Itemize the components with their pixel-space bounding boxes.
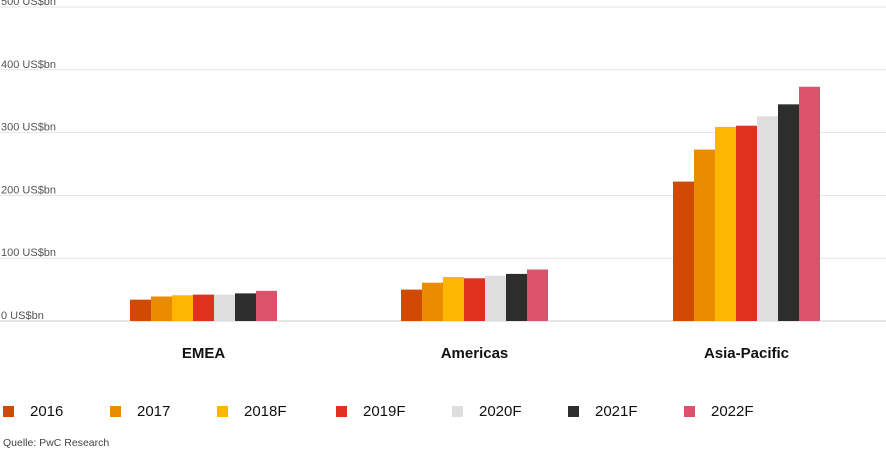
legend-label: 2016 <box>30 402 64 420</box>
bar-2017-americas <box>422 282 443 321</box>
legend-label: 2022F <box>711 402 754 420</box>
y-tick-label: 200 US$bn <box>1 184 56 196</box>
bar-2019f-emea <box>193 294 214 321</box>
bar-2018f-emea <box>172 295 193 321</box>
legend-item: 2022F <box>684 401 754 421</box>
legend-swatch <box>452 405 463 417</box>
bar-2020f-americas <box>485 275 506 321</box>
y-axis-ticks: 0 US$bn 100 US$bn 200 US$bn 300 US$bn 400 US… <box>1 0 56 322</box>
bar-2016-americas <box>401 289 422 321</box>
bar-2020f-asia-pacific <box>757 116 778 321</box>
bar-2021f-emea <box>235 293 256 321</box>
bar-2019f-asia-pacific <box>736 125 757 321</box>
bar-2022f-emea <box>256 290 277 321</box>
legend-label: 2017 <box>137 402 171 420</box>
bar-2022f-americas <box>527 269 548 321</box>
legend-label: 2018F <box>244 402 287 420</box>
legend-item: 2016 <box>3 401 63 421</box>
y-tick-label: 400 US$bn <box>1 59 56 71</box>
bar-2017-emea <box>151 296 172 321</box>
y-tick-label: 0 US$bn <box>1 310 44 322</box>
bar-2021f-asia-pacific <box>778 104 799 321</box>
legend-swatch <box>217 405 228 417</box>
y-tick-label: 100 US$bn <box>1 247 56 259</box>
legend-label: 2019F <box>363 402 406 420</box>
legend-item: 2019F <box>336 401 406 421</box>
bar-2019f-americas <box>464 278 485 321</box>
bar-chart: 0 US$bn 100 US$bn 200 US$bn 300 US$bn 400 US… <box>0 0 886 362</box>
legend-swatch <box>568 405 579 417</box>
legend-swatch <box>110 405 121 417</box>
y-tick-label: 500 US$bn <box>1 0 56 8</box>
category-labels: EMEA Americas Asia-Pacific <box>182 345 789 362</box>
legend-item: 2021F <box>568 401 638 421</box>
legend-label: 2021F <box>595 402 638 420</box>
legend-swatch <box>684 405 695 417</box>
bar-2016-emea <box>130 299 151 321</box>
bar-2020f-emea <box>214 294 235 321</box>
bar-2021f-americas <box>506 273 527 321</box>
bar-2018f-asia-pacific <box>715 126 736 321</box>
bar-2022f-asia-pacific <box>799 86 820 321</box>
legend-item: 2020F <box>452 401 522 421</box>
y-tick-label: 300 US$bn <box>1 122 56 134</box>
category-label: EMEA <box>182 345 226 362</box>
legend-swatch <box>3 405 14 417</box>
legend: 2016 2017 2018F 2019F 2020F 2021F 2022F <box>0 401 886 421</box>
legend-item: 2017 <box>110 401 170 421</box>
bars <box>130 86 820 321</box>
category-label: Americas <box>441 345 509 362</box>
source-note: Quelle: PwC Research <box>3 437 110 449</box>
bar-2016-asia-pacific <box>673 181 694 321</box>
bar-2018f-americas <box>443 277 464 321</box>
legend-label: 2020F <box>479 402 522 420</box>
legend-swatch <box>336 405 347 417</box>
legend-item: 2018F <box>217 401 287 421</box>
category-label: Asia-Pacific <box>704 345 789 362</box>
bar-2017-asia-pacific <box>694 149 715 321</box>
